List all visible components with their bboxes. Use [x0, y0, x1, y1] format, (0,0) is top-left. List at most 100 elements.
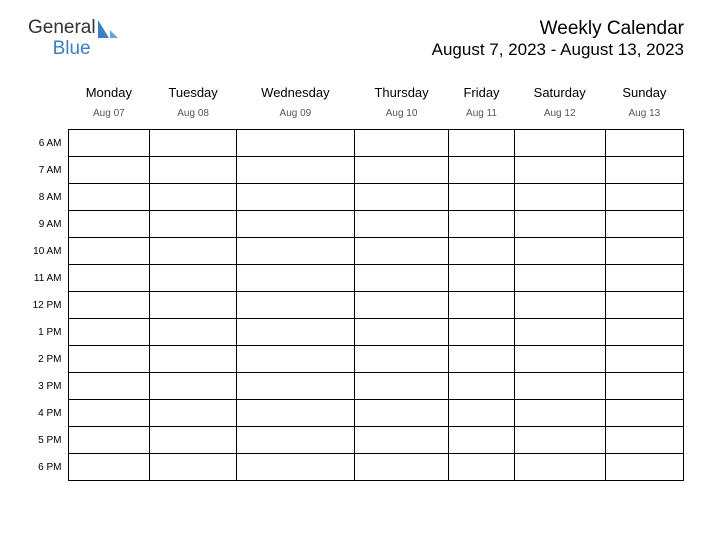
day-name: Tuesday: [168, 85, 217, 100]
calendar-cell: [150, 211, 237, 238]
calendar-cell: [354, 346, 449, 373]
calendar-cell: [449, 292, 514, 319]
calendar-cell: [150, 184, 237, 211]
day-date: Aug 07: [93, 108, 125, 119]
calendar-cell: [449, 238, 514, 265]
calendar-cell: [354, 373, 449, 400]
calendar-row: 3 PM: [28, 373, 684, 400]
day-name: Sunday: [622, 85, 666, 100]
calendar-cell: [68, 373, 150, 400]
day-date-header: Aug 09: [237, 103, 355, 130]
calendar-row: 8 AM: [28, 184, 684, 211]
time-label: 3 PM: [28, 373, 68, 400]
calendar-row: 12 PM: [28, 292, 684, 319]
calendar-cell: [605, 238, 683, 265]
logo-text-general: General: [28, 18, 96, 39]
calendar-row: 2 PM: [28, 346, 684, 373]
calendar-cell: [68, 184, 150, 211]
calendar-cell: [605, 346, 683, 373]
calendar-cell: [449, 400, 514, 427]
calendar-cell: [237, 373, 355, 400]
day-date: Aug 13: [629, 108, 661, 119]
day-name: Friday: [463, 85, 499, 100]
day-name-header: Tuesday: [150, 80, 237, 103]
date-range: August 7, 2023 - August 13, 2023: [432, 40, 684, 60]
calendar-cell: [150, 319, 237, 346]
logo: General Blue: [28, 18, 120, 60]
calendar-cell: [514, 184, 605, 211]
calendar-cell: [237, 454, 355, 481]
calendar-row: 9 AM: [28, 211, 684, 238]
day-name-row: Monday Tuesday Wednesday Thursday Friday Satu…: [28, 80, 684, 103]
calendar-cell: [354, 400, 449, 427]
calendar-cell: [237, 157, 355, 184]
title-block: Weekly Calendar August 7, 2023 - August …: [432, 18, 684, 60]
calendar-cell: [354, 454, 449, 481]
day-name-header: Monday: [68, 80, 150, 103]
calendar-cell: [68, 454, 150, 481]
calendar-cell: [68, 427, 150, 454]
day-name-header: Saturday: [514, 80, 605, 103]
time-label: 7 AM: [28, 157, 68, 184]
day-name: Saturday: [534, 85, 586, 100]
calendar-cell: [68, 265, 150, 292]
calendar-cell: [605, 184, 683, 211]
calendar-cell: [68, 238, 150, 265]
day-name-header: Thursday: [354, 80, 449, 103]
calendar-cell: [68, 319, 150, 346]
calendar-cell: [605, 454, 683, 481]
calendar-cell: [605, 319, 683, 346]
calendar-cell: [449, 130, 514, 157]
calendar-cell: [237, 319, 355, 346]
calendar-cell: [605, 157, 683, 184]
day-name-header: Sunday: [605, 80, 683, 103]
calendar-cell: [68, 346, 150, 373]
calendar-cell: [150, 238, 237, 265]
calendar-cell: [150, 265, 237, 292]
calendar-cell: [354, 184, 449, 211]
calendar-cell: [449, 157, 514, 184]
calendar-table: Monday Tuesday Wednesday Thursday Friday Satu…: [28, 80, 684, 481]
calendar-row: 5 PM: [28, 427, 684, 454]
day-date: Aug 12: [544, 108, 576, 119]
calendar-cell: [237, 184, 355, 211]
day-name-header: Wednesday: [237, 80, 355, 103]
calendar-cell: [514, 130, 605, 157]
calendar-cell: [237, 427, 355, 454]
day-date-header: Aug 10: [354, 103, 449, 130]
calendar-cell: [449, 184, 514, 211]
calendar-cell: [237, 292, 355, 319]
calendar-cell: [449, 373, 514, 400]
page-title: Weekly Calendar: [432, 18, 684, 40]
calendar-cell: [354, 319, 449, 346]
calendar-cell: [150, 427, 237, 454]
calendar-cell: [449, 265, 514, 292]
calendar-cell: [514, 265, 605, 292]
time-label: 6 PM: [28, 454, 68, 481]
calendar-cell: [514, 346, 605, 373]
day-name-header: Friday: [449, 80, 514, 103]
day-date: Aug 08: [177, 108, 209, 119]
calendar-cell: [605, 400, 683, 427]
time-header-blank: [28, 80, 68, 103]
calendar-cell: [150, 130, 237, 157]
day-date: Aug 11: [466, 108, 497, 119]
calendar-cell: [514, 454, 605, 481]
day-name: Wednesday: [261, 85, 329, 100]
day-date-header: Aug 08: [150, 103, 237, 130]
day-date-header: Aug 11: [449, 103, 514, 130]
calendar-cell: [605, 373, 683, 400]
triangle-icon: [98, 20, 120, 45]
calendar-row: 7 AM: [28, 157, 684, 184]
day-date-header: Aug 12: [514, 103, 605, 130]
calendar-cell: [150, 454, 237, 481]
calendar-cell: [514, 319, 605, 346]
time-label: 5 PM: [28, 427, 68, 454]
page-header: General Blue Weekly Calendar August 7, 2…: [28, 18, 684, 60]
calendar-cell: [354, 211, 449, 238]
calendar-cell: [449, 454, 514, 481]
calendar-cell: [354, 427, 449, 454]
calendar-cell: [68, 130, 150, 157]
calendar-cell: [449, 211, 514, 238]
day-date-row: Aug 07 Aug 08 Aug 09Aug 10 Aug 11 Aug 12 Aug …: [28, 103, 684, 130]
